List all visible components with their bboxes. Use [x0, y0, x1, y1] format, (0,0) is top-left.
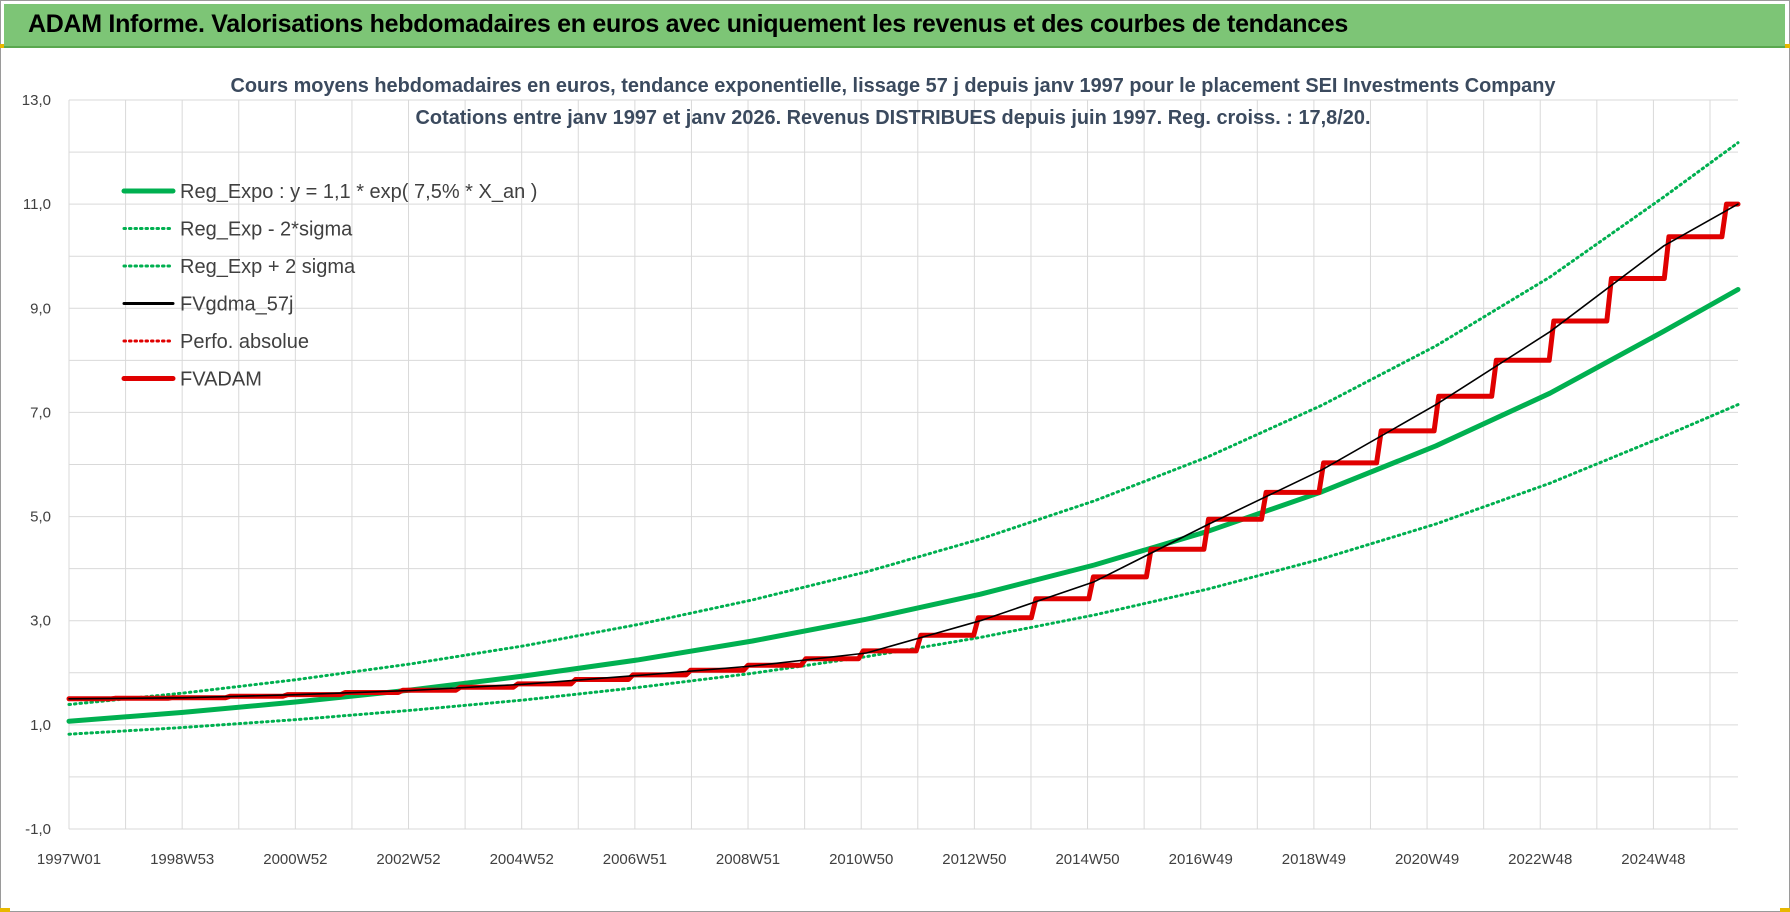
x-tick-label: 2024W48 — [1621, 851, 1685, 868]
x-tick-label: 2012W50 — [942, 851, 1006, 868]
legend-fvadam-label: FVADAM — [180, 369, 262, 391]
x-tick-label: 2014W50 — [1055, 851, 1119, 868]
x-tick-label: 2016W49 — [1169, 851, 1233, 868]
y-tick-label: 1,0 — [30, 717, 51, 734]
chart-title: Cours moyens hebdomadaires en euros, ten… — [231, 75, 1557, 129]
x-tick-label: 2022W48 — [1508, 851, 1572, 868]
y-tick-label: -1,0 — [25, 821, 51, 838]
x-tick-label: 1998W53 — [150, 851, 214, 868]
reg-exp-plus-2sigma-line — [67, 141, 1740, 706]
x-tick-label: 1997W01 — [37, 851, 101, 868]
legend-perfo-absolue-label: Perfo. absolue — [180, 331, 309, 353]
series-layer — [66, 141, 1741, 736]
legend: Reg_Expo : y = 1,1 * exp( 7,5% * X_an ) R… — [121, 181, 537, 391]
legend-reg-exp-plus-label: Reg_Exp + 2 sigma — [180, 256, 356, 278]
legend-reg-expo-label: Reg_Expo : y = 1,1 * exp( 7,5% * X_an ) — [180, 181, 537, 203]
report-banner: ADAM Informe. Valorisations hebdomadaire… — [4, 4, 1785, 48]
x-tick-label: 2006W51 — [603, 851, 667, 868]
x-tick-label: 2000W52 — [263, 851, 327, 868]
grid-layer — [68, 99, 1738, 830]
corner-mark — [1780, 908, 1790, 912]
y-tick-label: 3,0 — [30, 613, 51, 630]
fvgdma-57j-line — [68, 203, 1739, 700]
chart-title-line-2: Cotations entre janv 1997 et janv 2026. … — [416, 107, 1371, 129]
x-tick-label: 2008W51 — [716, 851, 780, 868]
x-tick-label: 2010W50 — [829, 851, 893, 868]
reg-exp-minus-2sigma-line — [67, 403, 1740, 736]
legend-fvgdma-label: FVgdma_57j — [180, 294, 293, 316]
y-tick-label: 13,0 — [22, 92, 51, 109]
tick-layer: -1,0 1,0 3,0 5,0 7,0 9,0 11,0 13,0 1997W01 1998W5… — [22, 92, 1686, 868]
y-tick-label: 9,0 — [30, 300, 51, 317]
y-tick-label: 11,0 — [23, 196, 51, 213]
chart-title-line-1: Cours moyens hebdomadaires en euros, ten… — [231, 75, 1557, 97]
x-tick-label: 2002W52 — [376, 851, 440, 868]
legend-reg-exp-minus-label: Reg_Exp - 2*sigma — [180, 219, 353, 241]
y-tick-label: 7,0 — [30, 404, 51, 421]
corner-mark — [0, 908, 10, 912]
corner-mark — [1780, 44, 1790, 48]
x-tick-label: 2020W49 — [1395, 851, 1459, 868]
x-tick-label: 2018W49 — [1282, 851, 1346, 868]
y-tick-label: 5,0 — [30, 509, 51, 526]
reg-expo-line — [66, 287, 1741, 724]
fvadam-line — [66, 201, 1741, 702]
x-tick-label: 2004W52 — [490, 851, 554, 868]
banner-title: ADAM Informe. Valorisations hebdomadaire… — [28, 10, 1349, 38]
